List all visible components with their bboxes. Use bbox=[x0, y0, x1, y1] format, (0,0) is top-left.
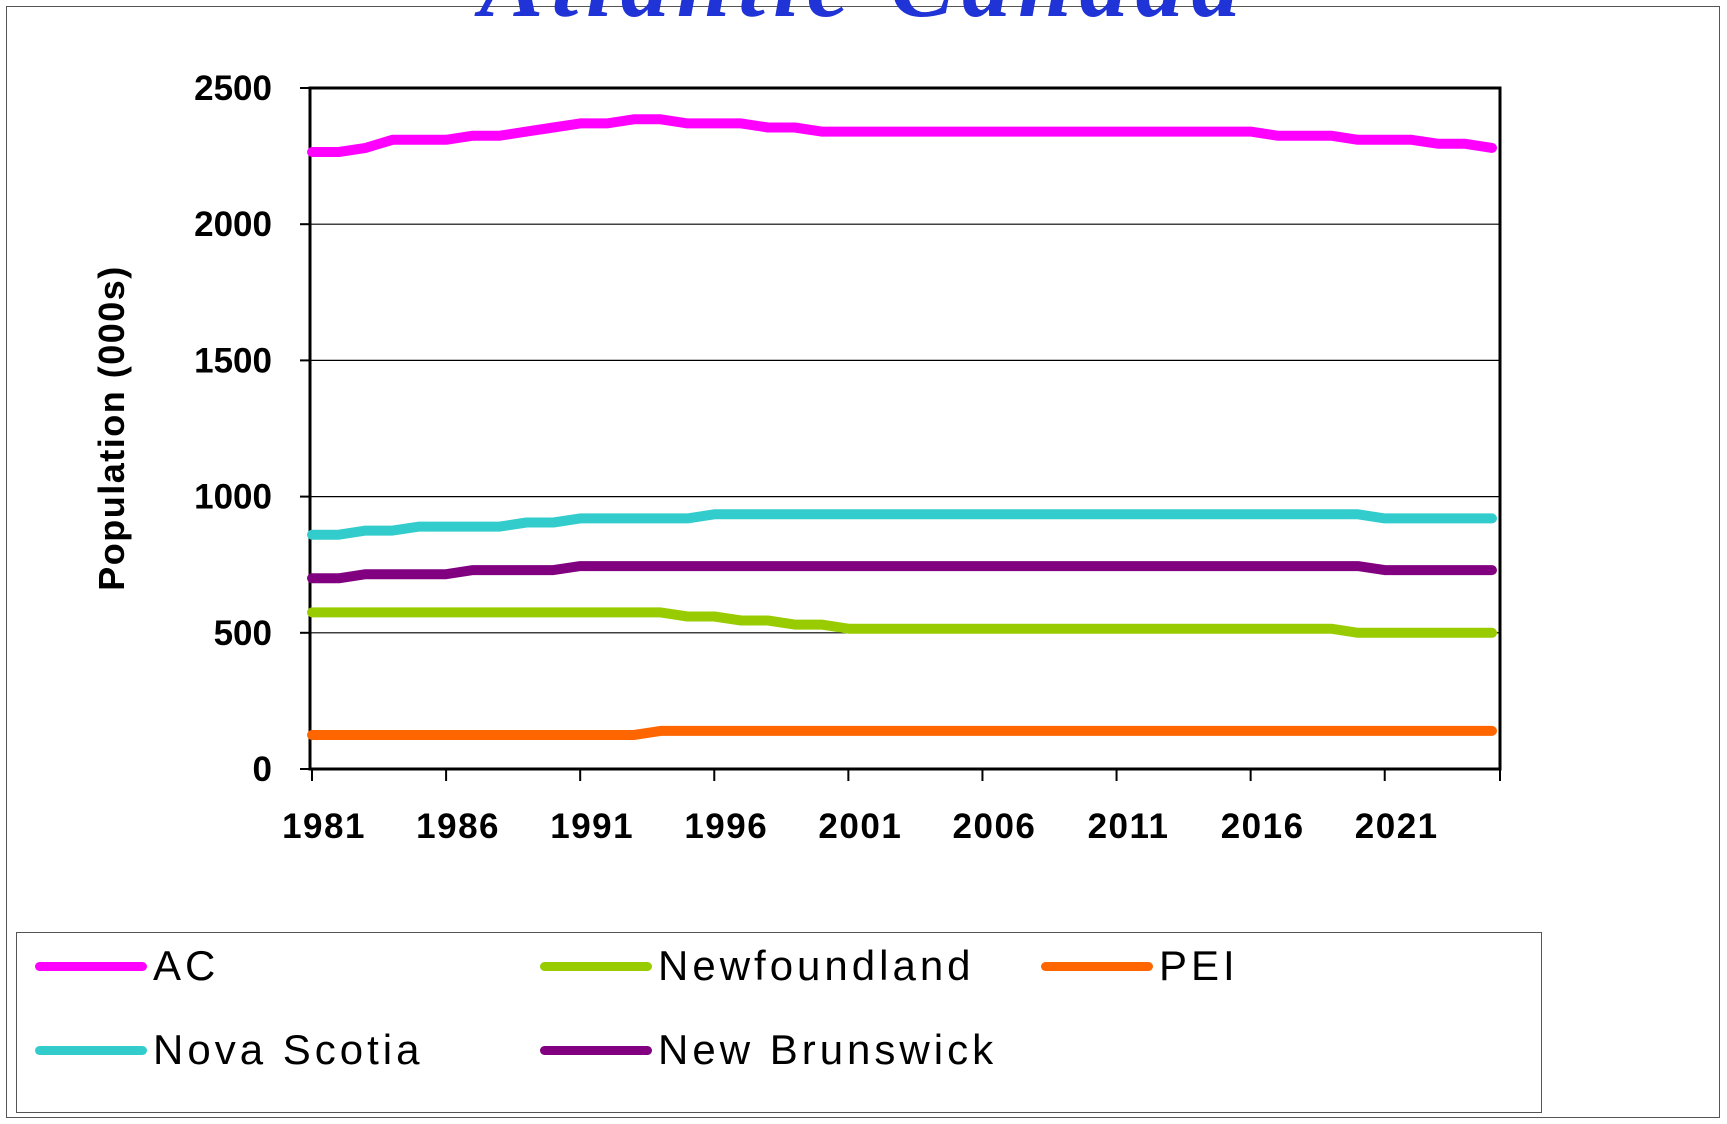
series-line-pei bbox=[307, 725, 1497, 740]
legend-item-newfoundland: Newfoundland bbox=[540, 936, 975, 996]
y-tick-label: 1000 bbox=[194, 478, 272, 517]
legend-item-ac: AC bbox=[35, 936, 219, 996]
plot-area bbox=[308, 86, 1502, 771]
legend-item-pei: PEI bbox=[1041, 936, 1239, 996]
series-line-new-brunswick bbox=[307, 561, 1497, 584]
legend-swatch bbox=[1041, 961, 1153, 971]
legend-swatch bbox=[35, 961, 147, 971]
x-tick-label: 1986 bbox=[416, 807, 500, 846]
legend-swatch bbox=[540, 961, 652, 971]
y-tick-label: 500 bbox=[214, 614, 272, 653]
y-axis-label: Population (000s) bbox=[91, 265, 132, 591]
legend-swatch bbox=[35, 1045, 147, 1055]
legend-label: Nova Scotia bbox=[153, 1026, 424, 1073]
series-line-ac bbox=[307, 114, 1497, 157]
x-tick-label: 2011 bbox=[1088, 807, 1170, 846]
y-tick-label: 2000 bbox=[194, 205, 272, 244]
page-title: Atlantic Canada bbox=[0, 0, 1727, 39]
y-tick-label: 0 bbox=[253, 750, 272, 789]
legend-label: PEI bbox=[1159, 942, 1239, 989]
y-tick-label: 1500 bbox=[194, 341, 272, 380]
x-tick-label: 1991 bbox=[550, 807, 634, 846]
legend-label: AC bbox=[153, 942, 220, 989]
x-tick-label: 1981 bbox=[282, 807, 366, 846]
x-tick-label: 2021 bbox=[1355, 807, 1439, 846]
series-lines bbox=[307, 114, 1497, 740]
chart-frame bbox=[6, 6, 1720, 1118]
series-line-nova-scotia bbox=[307, 509, 1497, 540]
x-tick-label: 2006 bbox=[953, 807, 1037, 846]
x-tick-label: 1996 bbox=[684, 807, 768, 846]
legend-swatch bbox=[540, 1045, 652, 1055]
legend-item-new-brunswick: New Brunswick bbox=[540, 1020, 997, 1080]
y-tick-label: 2500 bbox=[194, 69, 272, 108]
series-line-newfoundland bbox=[307, 607, 1497, 638]
x-tick-label: 2001 bbox=[818, 807, 902, 846]
legend-label: Newfoundland bbox=[658, 942, 975, 989]
legend-item-nova-scotia: Nova Scotia bbox=[35, 1020, 423, 1080]
legend-label: New Brunswick bbox=[658, 1026, 998, 1073]
legend: AC Newfoundland PEI Nova Scotia New Brunswic… bbox=[16, 932, 1542, 1113]
x-tick-label: 2016 bbox=[1221, 807, 1305, 846]
axis-ticks: 0 500 1000 1500 2000 2500 1981 1986 1991 1996 2001… bbox=[194, 69, 1501, 846]
